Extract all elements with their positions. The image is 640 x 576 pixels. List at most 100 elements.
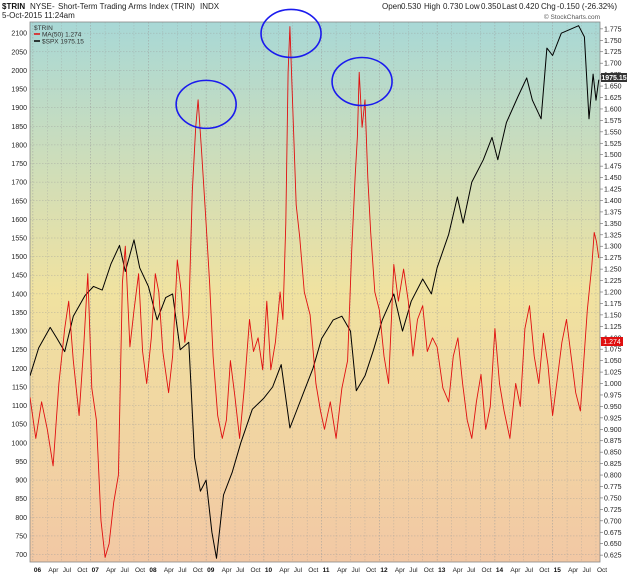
x-tick-label: 11 xyxy=(323,567,330,574)
left-tick-label: 950 xyxy=(15,459,27,466)
right-tick-label: 1.450 xyxy=(604,175,622,182)
right-tick-label: 1.525 xyxy=(604,141,622,148)
chart-header: $TRIN NYSE - Short-Term Trading Arms Ind… xyxy=(2,2,617,21)
x-tick-label: 08 xyxy=(149,567,157,574)
right-tick-label: 1.500 xyxy=(604,152,622,159)
right-tick-label: 1.075 xyxy=(604,347,622,354)
legend-title: $TRIN xyxy=(34,25,53,32)
badge-spx: 1975.15 xyxy=(601,75,626,82)
left-tick-label: 1300 xyxy=(11,329,27,336)
x-tick-label: Oct xyxy=(597,567,607,574)
right-tick-label: 0.850 xyxy=(604,450,622,457)
x-tick-label: Apr xyxy=(48,567,59,574)
right-tick-label: 1.250 xyxy=(604,267,622,274)
right-tick-label: 1.650 xyxy=(604,84,622,91)
annotation-circle xyxy=(175,79,237,130)
x-tick-label: Oct xyxy=(308,567,318,574)
badge-ma-bg xyxy=(601,337,623,346)
x-tick-label: Oct xyxy=(250,567,260,574)
chart-date: 5-Oct-2015 11:24am xyxy=(2,11,75,20)
right-tick-label: 1.600 xyxy=(604,106,622,113)
badge-spx-bg xyxy=(601,73,627,82)
legend: $TRIN MA(50) 1.274 $SPX 1975.15 xyxy=(34,25,84,46)
left-tick-label: 1950 xyxy=(11,87,27,94)
left-tick-label: 1100 xyxy=(12,403,27,410)
last-value-badges: 1975.15 1.274 xyxy=(601,73,627,346)
left-tick-label: 2000 xyxy=(11,68,27,75)
right-tick-label: 1.750 xyxy=(604,38,622,45)
x-tick-label: 10 xyxy=(265,567,273,574)
right-tick-label: 0.625 xyxy=(604,553,622,560)
left-tick-label: 1900 xyxy=(11,105,27,112)
left-tick-label: 900 xyxy=(15,478,27,485)
chart-exchange: NYSE xyxy=(30,2,52,11)
x-tick-label: Jul xyxy=(352,567,361,574)
right-tick-label: 1.425 xyxy=(604,187,622,194)
left-tick-label: 850 xyxy=(15,496,27,503)
right-tick-label: 1.575 xyxy=(604,118,622,125)
right-tick-label: 0.825 xyxy=(604,461,622,468)
left-tick-label: 1550 xyxy=(11,236,27,243)
right-tick-label: 0.950 xyxy=(604,404,622,411)
quote-chg-label: Chg xyxy=(541,2,556,11)
right-tick-label: 1.375 xyxy=(604,209,622,216)
right-tick-label: 1.125 xyxy=(604,324,622,331)
left-tick-label: 2100 xyxy=(11,31,27,38)
right-tick-label: 1.475 xyxy=(604,164,622,171)
x-tick-label: Apr xyxy=(395,567,406,574)
chart-title-sep: - xyxy=(52,2,55,11)
x-tick-label: 13 xyxy=(438,567,446,574)
x-tick-label: 06 xyxy=(34,567,42,574)
annotations xyxy=(175,8,393,130)
series-layer xyxy=(30,25,600,559)
left-tick-label: 1400 xyxy=(11,291,27,298)
x-tick-label: Jul xyxy=(294,567,303,574)
quote-high: 0.730 xyxy=(443,2,464,11)
x-tick-label: Oct xyxy=(481,567,491,574)
left-tick-label: 1350 xyxy=(11,310,27,317)
quote-last: 0.420 xyxy=(519,2,540,11)
left-tick-label: 1150 xyxy=(12,384,27,391)
right-tick-label: 1.550 xyxy=(604,129,622,136)
x-tick-label: Apr xyxy=(106,567,117,574)
left-tick-label: 1650 xyxy=(11,198,27,205)
chart-title: Short-Term Trading Arms Index (TRIN) xyxy=(58,2,195,11)
plot-area xyxy=(29,21,601,563)
x-tick-label: 14 xyxy=(496,567,504,574)
x-tick-label: 09 xyxy=(207,567,215,574)
right-tick-label: 1.325 xyxy=(604,232,622,239)
chart-symbol: $TRIN xyxy=(2,2,25,11)
left-tick-label: 1200 xyxy=(11,366,27,373)
right-tick-label: 1.025 xyxy=(604,370,622,377)
legend-ma: MA(50) 1.274 xyxy=(42,32,82,39)
x-tick-label: Oct xyxy=(424,567,434,574)
right-tick-label: 0.725 xyxy=(604,507,622,514)
left-tick-label: 1800 xyxy=(11,142,27,149)
right-tick-label: 1.225 xyxy=(604,278,622,285)
right-axis: 0.625 0.650 0.675 0.700 0.725 0.750 0.775 0.800… xyxy=(600,26,622,560)
x-tick-label: Oct xyxy=(193,567,203,574)
x-tick-label: Jul xyxy=(525,567,534,574)
annotation-circle xyxy=(260,8,322,59)
quote-open: 0.530 xyxy=(401,2,422,11)
badge-ma: 1.274 xyxy=(603,339,621,346)
x-tick-label: Apr xyxy=(510,567,521,574)
right-tick-label: 1.300 xyxy=(604,244,622,251)
quote-low: 0.350 xyxy=(481,2,502,11)
x-tick-label: 15 xyxy=(554,567,562,574)
left-tick-label: 1500 xyxy=(11,254,27,261)
left-tick-label: 700 xyxy=(15,552,27,559)
x-tick-label: Oct xyxy=(135,567,145,574)
right-tick-label: 1.725 xyxy=(604,49,622,56)
right-tick-label: 0.775 xyxy=(604,484,622,491)
watermark: © StockCharts.com xyxy=(544,13,600,21)
left-tick-label: 1250 xyxy=(11,347,27,354)
x-tick-label: Jul xyxy=(583,567,592,574)
x-tick-label: Jul xyxy=(178,567,187,574)
left-tick-label: 1750 xyxy=(11,161,27,168)
annotation-circle xyxy=(331,56,393,107)
right-tick-label: 0.900 xyxy=(604,427,622,434)
right-tick-label: 1.050 xyxy=(604,358,622,365)
legend-spx: $SPX 1975.15 xyxy=(42,39,84,46)
